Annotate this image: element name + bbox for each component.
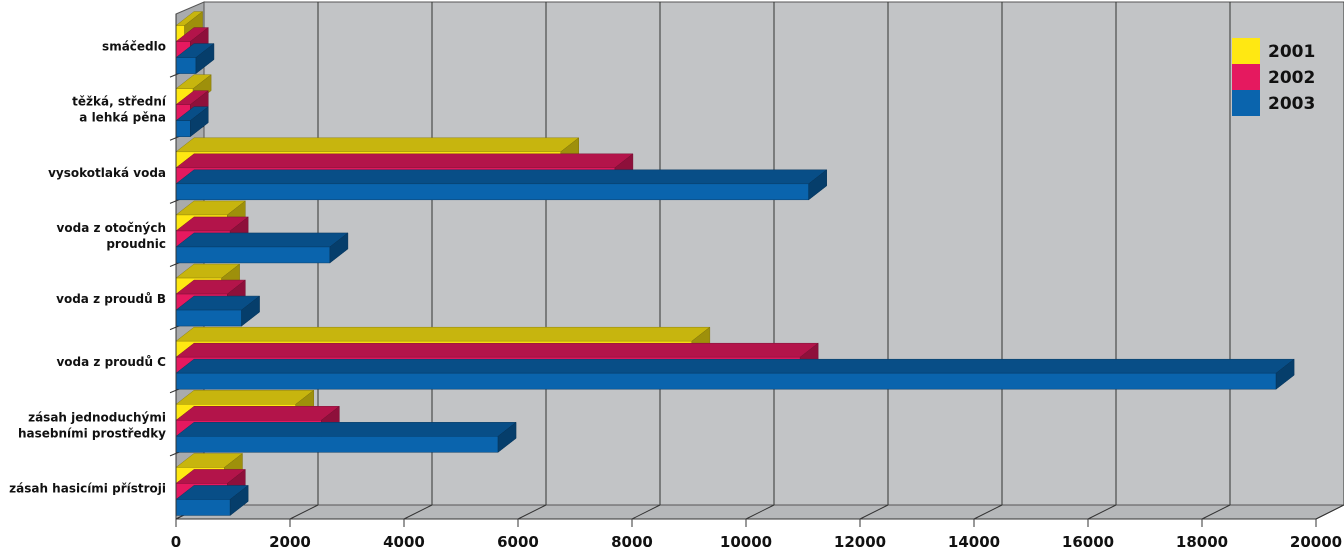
floor-gridline [403, 504, 433, 520]
x-tick-label: 0 [171, 533, 181, 551]
x-tick-label: 8000 [611, 533, 653, 551]
x-tick-label: 10000 [720, 533, 772, 551]
floor-gridline [1201, 504, 1231, 520]
bar-2003 [175, 169, 828, 201]
x-tick-label: 14000 [948, 533, 1000, 551]
x-tick-label: 6000 [497, 533, 539, 551]
category-label: voda z proudů B [56, 292, 166, 306]
bar-2003 [175, 421, 517, 453]
legend-swatch [1232, 64, 1260, 90]
x-tick-label: 20000 [1290, 533, 1342, 551]
category-label: těžká, střední a lehká pěna [72, 95, 167, 125]
legend-label: 2001 [1268, 42, 1315, 62]
floor-gridline [859, 504, 889, 520]
bar-2003 [175, 484, 249, 516]
category-axis: smáčedlo těžká, střední a lehká pěna vysoko… [9, 40, 205, 495]
category-label: voda z proudů C [56, 355, 166, 369]
floor-gridline [1315, 504, 1344, 520]
category-label: vysokotlaká voda [48, 166, 166, 180]
legend-item-2003: 2003 [1232, 90, 1315, 116]
bar-2003 [175, 232, 349, 264]
category-label: smáčedlo [102, 40, 166, 54]
x-tick-label: 16000 [1062, 533, 1114, 551]
floor-gridline [745, 504, 775, 520]
legend-swatch [1232, 90, 1260, 116]
legend-label: 2002 [1268, 68, 1315, 88]
x-tick-label: 12000 [834, 533, 886, 551]
legend-item-2002: 2002 [1232, 64, 1315, 90]
x-tick-label: 4000 [383, 533, 425, 551]
bar-2003 [175, 43, 215, 75]
x-tick-label: 18000 [1176, 533, 1228, 551]
bar-2003 [175, 295, 261, 327]
legend-swatch [1232, 38, 1260, 64]
floor-gridline [289, 504, 319, 520]
bar-2003 [175, 106, 209, 138]
legend: 2001 2002 2003 [1232, 38, 1315, 116]
category-label: zásah hasicími přístroji [9, 481, 166, 495]
floor-gridline [973, 504, 1003, 520]
gridlines [175, 2, 1344, 520]
floor-gridline [1087, 504, 1117, 520]
bars [175, 11, 1295, 516]
floor-gridline [631, 504, 661, 520]
value-axis: 0 2000 4000 6000 8000 10000 12000 14000 16000 180… [171, 14, 1342, 551]
legend-item-2001: 2001 [1232, 38, 1315, 64]
category-label: zásah jednoduchými hasebními prostředky [18, 410, 166, 440]
category-label: voda z otočných proudnic [57, 221, 166, 251]
bar-2003 [175, 358, 1295, 390]
x-tick-label: 2000 [269, 533, 311, 551]
floor-gridline [517, 504, 547, 520]
legend-label: 2003 [1268, 94, 1315, 114]
